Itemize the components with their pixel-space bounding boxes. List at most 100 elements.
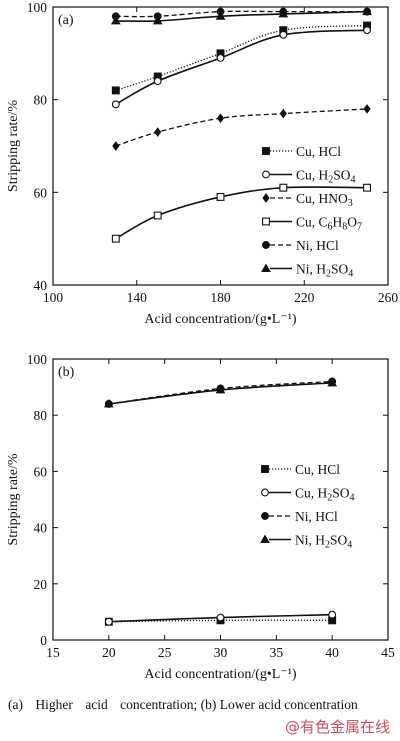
panel-label: (a) <box>58 13 74 28</box>
legend-label: Ni, HCl <box>295 509 338 524</box>
data-point <box>216 193 225 201</box>
data-point <box>112 141 120 151</box>
legend-marker <box>261 263 271 272</box>
data-point <box>104 617 113 626</box>
data-point <box>278 8 289 18</box>
legend-marker <box>261 512 269 520</box>
legend-item: Ni, HCl <box>261 509 338 524</box>
x-tick-label: 30 <box>214 645 228 660</box>
data-point <box>216 54 225 62</box>
legend-marker <box>262 193 270 203</box>
legend-marker <box>262 217 270 226</box>
y-tick-label: 80 <box>34 93 48 108</box>
legend-label: Ni, H2SO4 <box>296 262 353 280</box>
series-4 <box>111 183 372 243</box>
data-point <box>279 183 288 192</box>
data-point <box>327 377 338 387</box>
legend-label: Cu, HCl <box>296 144 341 159</box>
data-point <box>103 398 114 408</box>
legend-marker <box>262 147 270 155</box>
legend-item: Cu, HCl <box>261 462 340 477</box>
data-point <box>363 104 371 114</box>
x-tick-label: 35 <box>270 645 284 660</box>
data-point <box>216 613 225 622</box>
legend-item: Ni, H2SO4 <box>261 262 353 280</box>
data-point <box>153 77 162 86</box>
y-axis-label: Stripping rate/% <box>6 100 21 192</box>
data-point <box>363 26 372 35</box>
data-point <box>153 211 162 220</box>
series-line <box>115 10 368 23</box>
x-tick-label: 40 <box>325 645 339 660</box>
x-tick-label: 140 <box>127 290 148 305</box>
y-tick-label: 40 <box>34 278 48 293</box>
x-tick-label: 100 <box>43 290 64 305</box>
legend-item: Cu, HNO3 <box>262 191 353 209</box>
x-tick-label: 260 <box>378 290 399 305</box>
legend-label: Ni, HCl <box>296 238 339 253</box>
x-tick-label: 20 <box>102 645 116 660</box>
series-4 <box>103 377 338 408</box>
x-tick-label: 25 <box>158 645 172 660</box>
legend-marker <box>260 534 270 543</box>
panel-label: (b) <box>58 365 75 380</box>
legend-item: Cu, H2SO4 <box>262 168 356 186</box>
figure-caption: (a) Higher acid concentration; (b) Lower… <box>8 696 392 714</box>
y-tick-label: 80 <box>34 408 48 423</box>
y-tick-label: 60 <box>34 185 48 200</box>
series-6 <box>110 6 372 25</box>
legend-item: Ni, H2SO4 <box>260 533 352 551</box>
series-3 <box>112 104 371 151</box>
data-point <box>152 15 163 25</box>
x-tick-label: 15 <box>46 645 60 660</box>
legend-item: Cu, C6H8O7 <box>262 215 362 233</box>
legend-label: Cu, C6H8O7 <box>296 215 362 233</box>
series-line <box>115 29 368 105</box>
data-point <box>362 6 372 16</box>
y-tick-label: 100 <box>27 352 48 367</box>
y-tick-label: 40 <box>34 521 48 536</box>
data-point <box>279 108 287 119</box>
x-tick-label: 45 <box>381 645 395 660</box>
x-tick-label: 220 <box>294 290 315 305</box>
data-point <box>111 234 120 243</box>
legend-label: Ni, H2SO4 <box>295 533 352 551</box>
legend-item: Cu, H2SO4 <box>261 486 355 504</box>
legend-marker <box>262 241 270 249</box>
legend-item: Ni, HCl <box>262 238 339 253</box>
y-tick-label: 100 <box>27 0 48 15</box>
data-point <box>215 11 226 20</box>
data-point <box>110 15 121 25</box>
data-point <box>328 610 337 619</box>
caption-part-b: (b) Lower acid concentration <box>200 697 358 712</box>
caption-part-a: (a) Higher acid concentration; <box>8 697 198 712</box>
data-point <box>216 113 225 124</box>
series-2 <box>111 26 372 109</box>
data-point <box>279 30 288 39</box>
legend-label: Cu, H2SO4 <box>295 486 355 504</box>
data-point <box>111 100 120 109</box>
series-2 <box>104 610 337 626</box>
data-point <box>154 127 162 137</box>
legend-marker <box>261 488 269 497</box>
legend-label: Cu, HNO3 <box>296 191 353 209</box>
series-line <box>115 24 368 92</box>
legend-item: Cu, HCl <box>262 144 341 159</box>
x-axis-label: Acid concentration/(g•L⁻¹) <box>144 312 296 327</box>
y-tick-label: 60 <box>34 464 48 479</box>
legend-marker <box>262 170 270 179</box>
y-axis-label: Stripping rate/% <box>6 453 21 545</box>
y-tick-label: 20 <box>34 577 48 592</box>
legend-label: Cu, HCl <box>295 462 340 477</box>
data-point <box>363 183 372 192</box>
series-5 <box>111 7 372 21</box>
series-1 <box>111 21 372 95</box>
y-tick-label: 0 <box>40 633 47 648</box>
data-point <box>111 86 120 95</box>
chart-a: 100 140 180 220 260 40 60 80 100 (a) Acid concentr… <box>6 0 399 327</box>
legend-marker <box>261 465 269 473</box>
x-axis-label: Acid concentration/(g•L⁻¹) <box>144 667 296 682</box>
series-line <box>115 108 368 147</box>
chart-b: 15 20 25 30 35 40 45 0 20 40 60 80 100 (b) Acid concen… <box>6 352 395 682</box>
watermark: @有色金属在线 <box>284 718 390 736</box>
